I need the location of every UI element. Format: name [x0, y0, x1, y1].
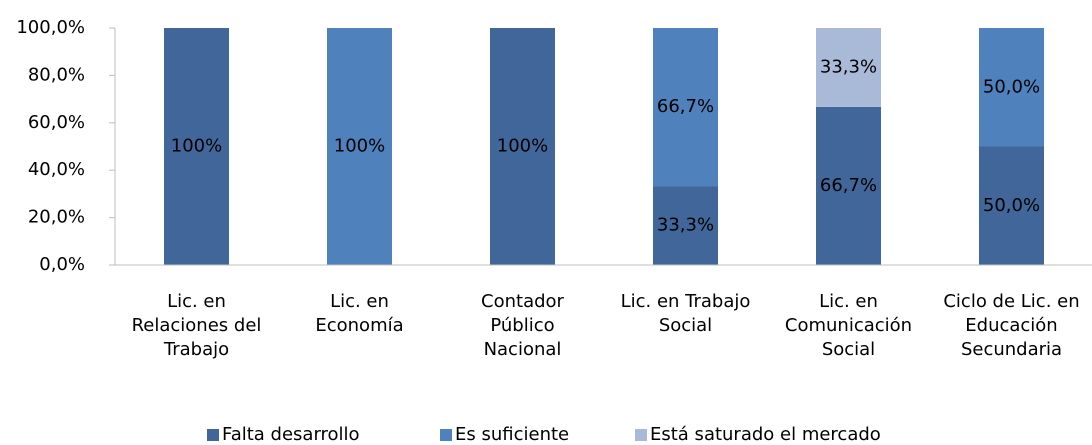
data-label: 100% [497, 136, 548, 157]
data-label: 50,0% [983, 195, 1040, 216]
x-tick-label: Lic. en Relaciones del Trabajo [132, 291, 262, 360]
y-tick-label: 100,0% [16, 17, 85, 38]
data-label: 66,7% [820, 175, 877, 196]
y-tick-label: 40,0% [28, 159, 85, 180]
x-tick-label: Lic. en Trabajo Social [621, 291, 751, 336]
legend-swatch [207, 429, 219, 441]
bar-segment [327, 28, 392, 265]
bar-segment [490, 28, 555, 265]
y-tick-label: 20,0% [28, 207, 85, 228]
bar-segment [979, 146, 1044, 265]
legend-label: Está saturado el mercado [650, 424, 881, 445]
data-label: 33,3% [820, 56, 877, 77]
legend-swatch [635, 429, 647, 441]
bar-segment [653, 186, 718, 265]
x-tick-label: Lic. en Comunicación Social [785, 291, 912, 360]
y-tick-label: 0,0% [39, 254, 85, 275]
legend-label: Es suficiente [455, 424, 569, 445]
data-label: 33,3% [657, 215, 714, 236]
legend-swatch [440, 429, 452, 441]
x-tick-label: Contador Público Nacional [481, 291, 565, 360]
bar-segment [816, 28, 881, 107]
data-label: 66,7% [657, 96, 714, 117]
x-tick-label: Lic. en Economía [315, 291, 403, 336]
bar-segment [816, 106, 881, 266]
bar-segment [653, 28, 718, 187]
legend-label: Falta desarrollo [222, 424, 360, 445]
bar-segment [979, 28, 1044, 147]
y-tick-label: 60,0% [28, 112, 85, 133]
y-tick-label: 80,0% [28, 64, 85, 85]
data-label: 100% [171, 136, 222, 157]
data-label: 100% [334, 136, 385, 157]
data-label: 50,0% [983, 76, 1040, 97]
x-tick-label: Ciclo de Lic. en Educación Secundaria [943, 291, 1079, 360]
bar-segment [164, 28, 229, 265]
